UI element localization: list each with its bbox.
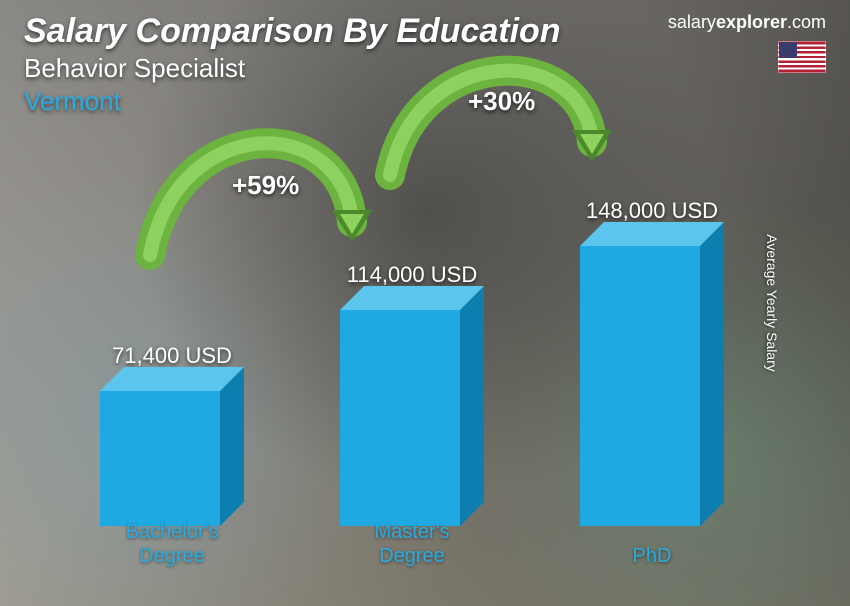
bar-front-face <box>580 246 700 526</box>
bar-3d <box>100 379 244 526</box>
increase-pct-label: +30% <box>468 86 535 117</box>
brand-suffix: .com <box>787 12 826 32</box>
bar-value-label: 114,000 USD <box>340 262 484 288</box>
bar-group: 114,000 USD <box>340 262 484 526</box>
us-flag-icon <box>778 41 826 73</box>
bar-value-label: 71,400 USD <box>100 343 244 369</box>
bar-top-face <box>340 286 484 310</box>
bar-category-label: Bachelor'sDegree <box>100 520 244 568</box>
bar-group: 148,000 USD <box>580 198 724 526</box>
brand-bold: explorer <box>716 12 787 32</box>
header: Salary Comparison By Education Behavior … <box>24 12 826 117</box>
bar-3d <box>340 298 484 526</box>
chart-area: 71,400 USD Bachelor'sDegree 114,000 USD Mas… <box>60 150 770 566</box>
bar-3d <box>580 234 724 526</box>
main-title: Salary Comparison By Education <box>24 12 561 51</box>
bar-side-face <box>220 367 244 526</box>
bar-side-face <box>460 286 484 526</box>
bar-top-face <box>100 367 244 391</box>
infographic-container: Salary Comparison By Education Behavior … <box>0 0 850 606</box>
increase-pct-label: +59% <box>232 170 299 201</box>
bar-front-face <box>340 310 460 526</box>
brand-flag-block: salaryexplorer.com <box>668 12 826 78</box>
bar-top-face <box>580 222 724 246</box>
bar-group: 71,400 USD <box>100 343 244 526</box>
bar-front-face <box>100 391 220 526</box>
brand-prefix: salary <box>668 12 716 32</box>
bar-side-face <box>700 222 724 526</box>
bar-category-label: Master'sDegree <box>340 520 484 568</box>
brand-label: salaryexplorer.com <box>668 12 826 33</box>
bar-value-label: 148,000 USD <box>580 198 724 224</box>
sub-title: Behavior Specialist <box>24 53 561 84</box>
bar-category-label: PhD <box>580 544 724 568</box>
